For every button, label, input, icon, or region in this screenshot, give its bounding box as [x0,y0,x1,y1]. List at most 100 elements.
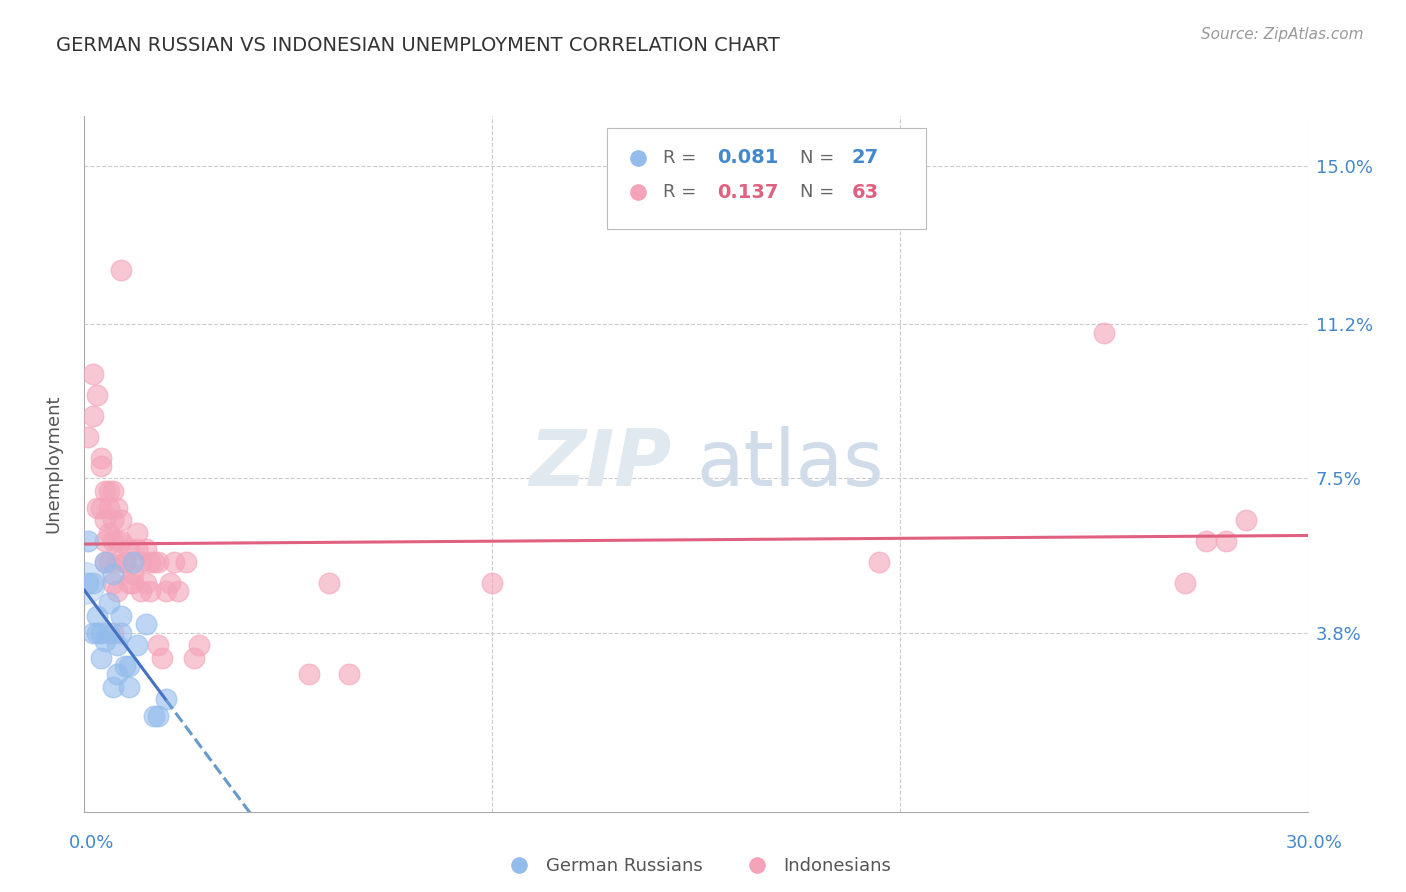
Point [155,692,177,706]
Point [77,533,100,548]
Point [481,575,503,590]
Text: GERMAN RUSSIAN VS INDONESIAN UNEMPLOYMENT CORRELATION CHART: GERMAN RUSSIAN VS INDONESIAN UNEMPLOYMEN… [56,36,780,54]
Point [110,625,132,640]
Point [1236,513,1258,527]
Point [97,555,120,569]
Point [127,542,149,557]
Point [163,555,186,569]
Point [93,634,117,648]
Point [135,575,157,590]
Point [105,500,128,515]
Point [105,667,128,681]
Point [93,483,117,498]
Point [142,709,165,723]
Text: 0.137: 0.137 [717,183,778,202]
Point [86,625,108,640]
Point [93,513,117,527]
Point [110,608,132,623]
Point [110,263,132,277]
Point [118,542,141,557]
Point [86,500,108,515]
Point [101,513,124,527]
Point [135,542,157,557]
Point [77,575,100,590]
Point [138,583,160,598]
Text: 0.081: 0.081 [717,148,778,167]
Point [105,583,128,598]
Point [1215,533,1237,548]
Point [82,368,104,382]
Point [86,608,108,623]
Point [135,617,157,632]
Point [82,625,104,640]
Point [110,513,132,527]
Legend: German Russians, Indonesians: German Russians, Indonesians [494,850,898,883]
Point [105,638,128,652]
Point [101,567,124,582]
Point [167,583,190,598]
Point [97,525,120,540]
Point [97,483,120,498]
Point [114,555,136,569]
Point [146,555,169,569]
Point [869,555,891,569]
Point [101,625,124,640]
Text: atlas: atlas [696,425,883,502]
Point [90,650,112,665]
Point [118,659,141,673]
Point [318,575,340,590]
Point [110,533,132,548]
Point [86,388,108,402]
Point [90,450,112,465]
Point [122,567,145,582]
Point [183,650,205,665]
Point [146,638,169,652]
Point [101,533,124,548]
Point [90,458,112,473]
Text: 30.0%: 30.0% [1286,834,1343,852]
Point [118,575,141,590]
Text: ZIP: ZIP [529,425,672,502]
Point [138,555,160,569]
Text: 0.0%: 0.0% [69,834,114,852]
Point [127,525,149,540]
Point [1174,575,1197,590]
Point [122,575,145,590]
Text: 27: 27 [851,148,879,167]
Point [118,680,141,694]
Point [131,583,153,598]
Point [105,533,128,548]
Point [298,667,321,681]
Text: R =: R = [664,149,696,167]
Text: Source: ZipAtlas.com: Source: ZipAtlas.com [1201,27,1364,42]
Point [101,680,124,694]
Point [97,500,120,515]
Point [93,555,117,569]
Text: R =: R = [664,184,696,202]
Point [82,409,104,423]
Point [146,709,169,723]
Text: 63: 63 [851,183,879,202]
FancyBboxPatch shape [606,128,927,229]
Point [105,555,128,569]
Text: N =: N = [800,149,834,167]
Point [82,575,104,590]
Point [122,555,145,569]
Point [159,575,181,590]
Point [93,533,117,548]
Point [339,667,361,681]
Point [114,659,136,673]
Text: N =: N = [800,184,834,202]
Point [101,483,124,498]
Point [90,500,112,515]
Text: Unemployment: Unemployment [45,394,63,533]
Point [77,430,100,444]
Point [101,575,124,590]
Point [114,555,136,569]
Point [142,555,165,569]
Point [176,555,198,569]
Point [90,625,112,640]
Point [155,583,177,598]
Point [1195,533,1218,548]
Point [97,625,120,640]
